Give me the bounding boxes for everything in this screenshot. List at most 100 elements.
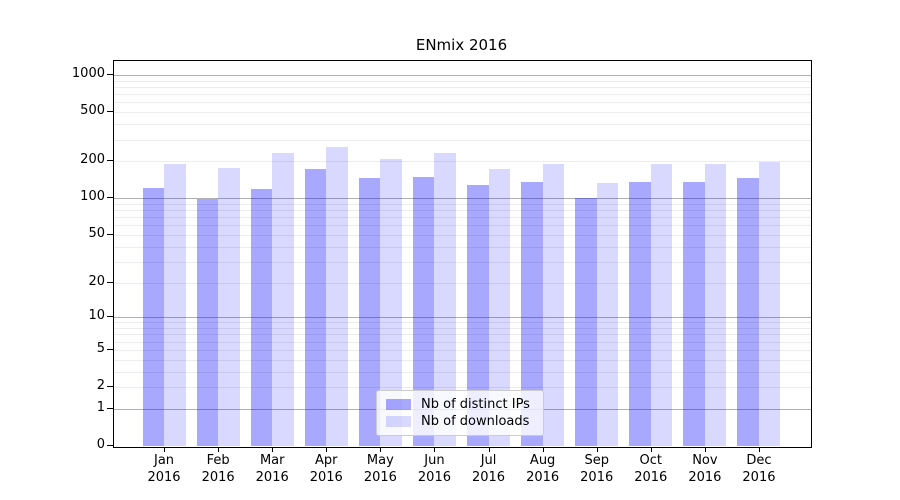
bar-downloads — [164, 164, 186, 446]
gridline-minor — [114, 334, 811, 336]
x-tick-mark — [272, 447, 274, 452]
x-tick-label: Sep 2016 — [580, 453, 614, 485]
legend-item-distinct-ips: Nb of distinct IPs — [386, 396, 535, 413]
gridline-minor — [114, 80, 811, 82]
gridline-minor — [114, 210, 811, 212]
gridline-minor — [114, 282, 811, 284]
x-tick-mark — [704, 447, 706, 452]
y-tick-mark — [107, 160, 113, 162]
gridline-minor — [114, 161, 811, 163]
x-tick-label: Mar 2016 — [255, 453, 289, 485]
gridline-major — [114, 317, 811, 319]
bar-downloads — [758, 162, 781, 446]
bar-distinct-ips — [358, 178, 381, 446]
bar-downloads — [380, 158, 402, 446]
y-tick-mark — [107, 316, 113, 318]
gridline-minor — [114, 387, 811, 388]
gridline-minor — [114, 328, 811, 329]
gridline-minor — [114, 261, 811, 263]
y-tick-label: 500 — [80, 103, 105, 119]
gridline-minor — [114, 217, 811, 219]
bar-distinct-ips — [412, 177, 435, 446]
x-tick-mark — [488, 447, 490, 452]
y-tick-mark — [107, 233, 113, 235]
bar-distinct-ips — [142, 188, 165, 446]
y-tick-mark — [107, 281, 113, 283]
y-tick-label: 50 — [88, 225, 105, 241]
y-tick-mark — [107, 348, 113, 350]
bar-distinct-ips — [737, 178, 759, 446]
x-tick-label: Nov 2016 — [688, 453, 722, 485]
gridline-minor — [114, 86, 811, 88]
gridline-minor — [114, 94, 811, 96]
chart-title: ENmix 2016 — [415, 36, 508, 54]
gridline-minor — [114, 139, 811, 141]
bar-downloads — [326, 147, 348, 446]
gridline-minor — [114, 124, 811, 126]
bar-distinct-ips — [304, 168, 327, 446]
y-tick-label: 0 — [96, 437, 105, 452]
bar-distinct-ips — [683, 181, 705, 446]
bar-distinct-ips — [467, 185, 489, 446]
gridline-minor — [114, 322, 811, 324]
bar-downloads — [218, 167, 240, 446]
y-tick-mark — [107, 197, 113, 199]
y-tick-label: 100 — [80, 189, 105, 205]
x-tick-mark — [164, 447, 166, 452]
x-tick-mark — [596, 447, 598, 452]
gridline-minor — [114, 225, 811, 227]
y-tick-label: 2 — [96, 378, 105, 393]
bar-distinct-ips — [196, 198, 219, 446]
bar-distinct-ips — [250, 189, 273, 446]
gridline-minor — [114, 246, 811, 248]
bar-distinct-ips — [575, 198, 597, 446]
gridline-minor — [114, 371, 811, 373]
x-tick-label: Jul 2016 — [471, 453, 506, 485]
y-tick-mark — [107, 74, 113, 75]
x-tick-mark — [758, 447, 760, 452]
y-tick-mark — [107, 111, 113, 113]
gridline-major — [114, 198, 811, 200]
x-tick-label: Apr 2016 — [309, 453, 343, 485]
x-tick-label: May 2016 — [363, 453, 397, 485]
x-tick-label: Feb 2016 — [201, 453, 235, 485]
legend-swatch-distinct-ips — [386, 399, 411, 410]
y-tick-mark — [107, 386, 113, 387]
y-tick-mark — [107, 445, 113, 446]
y-tick-label: 10 — [88, 308, 105, 324]
gridline-minor — [114, 112, 811, 114]
y-tick-label: 1000 — [71, 66, 105, 81]
bar-downloads — [704, 163, 727, 446]
bar-downloads — [488, 168, 511, 446]
bar-downloads — [434, 153, 456, 446]
gridline-minor — [114, 234, 811, 236]
bar-downloads — [650, 163, 673, 446]
bar-distinct-ips — [521, 182, 543, 446]
y-tick-label: 5 — [96, 340, 105, 356]
x-tick-mark — [434, 447, 436, 452]
legend-item-downloads: Nb of downloads — [386, 413, 535, 430]
gridline-minor — [114, 349, 811, 351]
bar-downloads — [272, 152, 294, 446]
legend-label-distinct-ips: Nb of distinct IPs — [421, 397, 530, 412]
bar-distinct-ips — [629, 181, 651, 446]
y-tick-label: 1 — [96, 399, 105, 415]
gridline-minor — [114, 102, 811, 104]
x-tick-label: Oct 2016 — [634, 453, 668, 485]
y-tick-label: 200 — [80, 152, 105, 168]
gridline-minor — [114, 341, 811, 343]
legend-label-downloads: Nb of downloads — [421, 414, 530, 429]
y-tick-mark — [107, 407, 113, 409]
gridline-minor — [114, 203, 811, 205]
gridline-minor — [114, 359, 811, 361]
x-tick-label: Dec 2016 — [742, 453, 776, 485]
bar-downloads — [542, 164, 565, 446]
x-tick-mark — [650, 447, 652, 452]
x-tick-mark — [326, 447, 328, 452]
legend-swatch-downloads — [386, 416, 411, 427]
bar-downloads — [596, 183, 619, 446]
gridline-major — [114, 75, 811, 76]
x-tick-mark — [380, 447, 382, 452]
x-tick-mark — [542, 447, 544, 452]
